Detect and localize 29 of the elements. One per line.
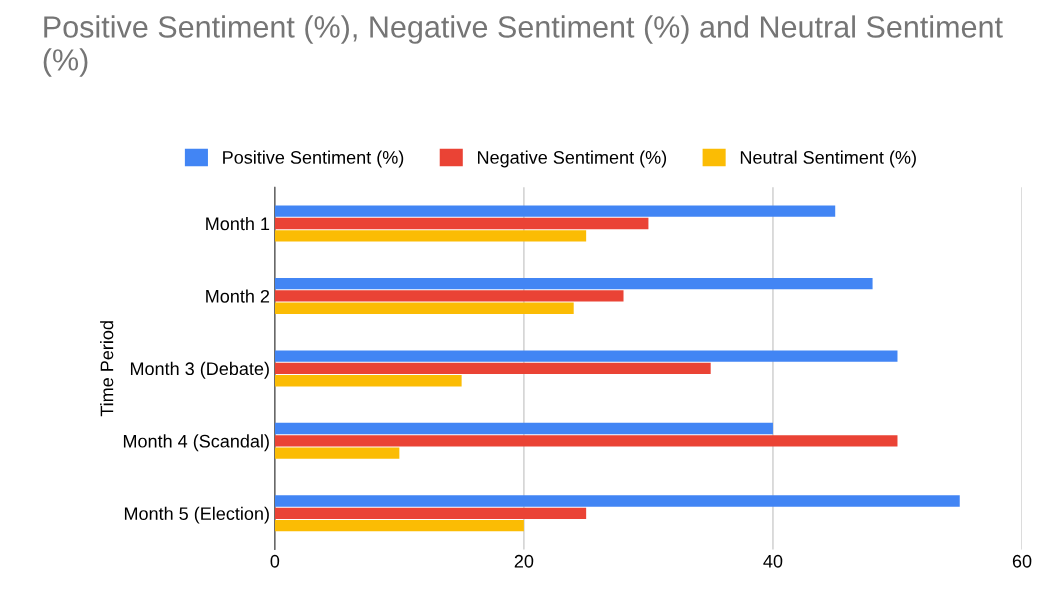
x-tick-label: 40 xyxy=(763,554,783,568)
y-tick-label: Month 2 xyxy=(206,289,270,303)
bar xyxy=(274,447,400,459)
bar xyxy=(274,217,649,230)
x-tick-label: 60 xyxy=(1012,554,1032,568)
y-tick-label: Month 4 (Scandal) xyxy=(123,434,269,452)
y-tick-label: Month 3 (Debate) xyxy=(130,361,269,379)
y-tick-label: Month 1 xyxy=(206,216,270,231)
chart-title: Positive Sentiment (%), Negative Sentiment (%) and Neutral Sentiment (%) xyxy=(43,15,1003,77)
x-tick-label: 0 xyxy=(270,554,280,568)
x-tick-label: 20 xyxy=(514,554,534,568)
bar xyxy=(274,230,587,242)
legend-label: Positive Sentiment (%) xyxy=(223,150,404,168)
y-tick-label: Month 5 (Election) xyxy=(124,506,269,524)
bar xyxy=(274,277,873,290)
bar xyxy=(274,435,898,447)
bar xyxy=(274,375,462,387)
bar xyxy=(274,495,960,507)
bar xyxy=(274,205,836,217)
bar xyxy=(274,350,898,362)
legend-label: Neutral Sentiment (%) xyxy=(740,150,916,168)
bar xyxy=(274,362,711,375)
bar xyxy=(274,507,587,519)
bar xyxy=(274,519,524,532)
y-axis-title: Time Period xyxy=(100,321,114,417)
legend-label: Negative Sentiment (%) xyxy=(478,150,667,168)
bar xyxy=(274,290,624,302)
bar xyxy=(274,422,773,435)
bar xyxy=(274,302,574,314)
